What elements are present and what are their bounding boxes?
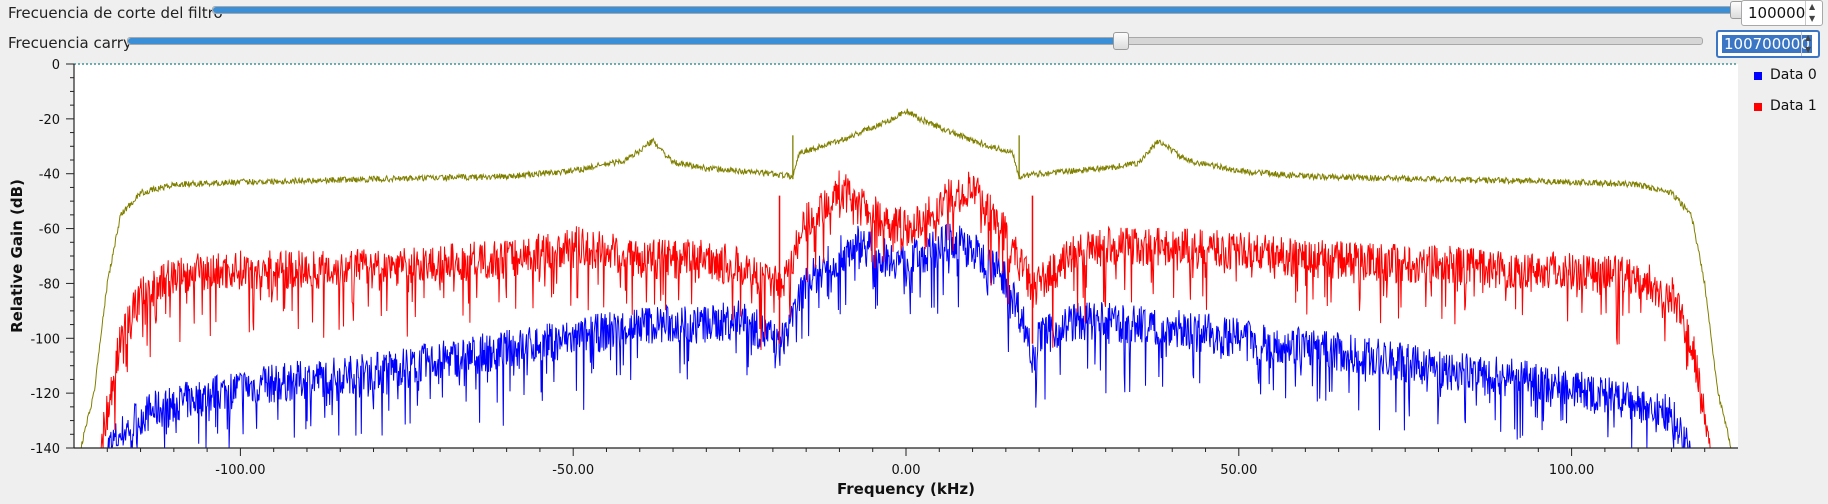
carry-label: Frecuencia carry (8, 34, 132, 52)
x-tick-label: 0.00 (892, 463, 921, 478)
legend-swatch-data0 (1754, 72, 1762, 80)
spin-down-icon[interactable]: ▼ (1805, 45, 1812, 54)
y-tick-label: -120 (30, 387, 60, 402)
carry-slider[interactable] (127, 32, 1703, 50)
x-tick-label: 100.00 (1549, 463, 1595, 478)
x-tick-label: -50.00 (552, 463, 594, 478)
series-line-1 (100, 170, 1712, 448)
spin-down-icon[interactable]: ▼ (1809, 14, 1816, 23)
y-tick-label: -60 (39, 223, 60, 238)
x-tick-label: 50.00 (1220, 463, 1257, 478)
y-tick-label: -100 (30, 332, 60, 347)
series-line-2 (80, 108, 1732, 448)
legend-item-data1[interactable]: Data 1 (1748, 97, 1828, 117)
y-tick-label: -20 (39, 113, 60, 128)
carry-spin-arrows[interactable]: ▲ ▼ (1801, 32, 1818, 56)
y-tick-label: -140 (30, 442, 60, 457)
carry-slider-fill (128, 38, 1120, 44)
cutoff-spin-arrows[interactable]: ▲ ▼ (1805, 1, 1822, 25)
legend-item-data0[interactable]: Data 0 (1748, 66, 1828, 86)
cutoff-spinbox[interactable]: 100000 ▲ ▼ (1741, 0, 1823, 26)
spin-up-icon[interactable]: ▲ (1805, 33, 1812, 42)
cutoff-value[interactable]: 100000 (1748, 4, 1806, 22)
legend-swatch-data1 (1754, 103, 1762, 111)
spin-up-icon[interactable]: ▲ (1809, 2, 1816, 11)
carry-slider-handle[interactable] (1112, 32, 1129, 50)
series-line-0 (107, 223, 1692, 448)
legend-label-data1: Data 1 (1770, 98, 1817, 114)
cutoff-control-row: Frecuencia de corte del filtro 100000 ▲ … (0, 0, 1828, 28)
y-tick-label: 0 (52, 58, 60, 73)
y-tick-label: -40 (39, 168, 60, 183)
cutoff-label: Frecuencia de corte del filtro (8, 4, 223, 22)
cutoff-slider-fill (213, 7, 1737, 13)
legend-label-data0: Data 0 (1770, 67, 1817, 83)
carry-value[interactable]: 100700000 (1722, 35, 1812, 53)
x-tick-label: -100.00 (215, 463, 265, 478)
y-axis-title: Relative Gain (dB) (8, 179, 26, 333)
carry-spinbox[interactable]: 100700000 ▲ ▼ (1716, 30, 1820, 58)
y-tick-label: -80 (39, 277, 60, 292)
x-axis-title: Frequency (kHz) (837, 480, 975, 498)
carry-control-row: Frecuencia carry 100700000 ▲ ▼ (0, 30, 1828, 58)
